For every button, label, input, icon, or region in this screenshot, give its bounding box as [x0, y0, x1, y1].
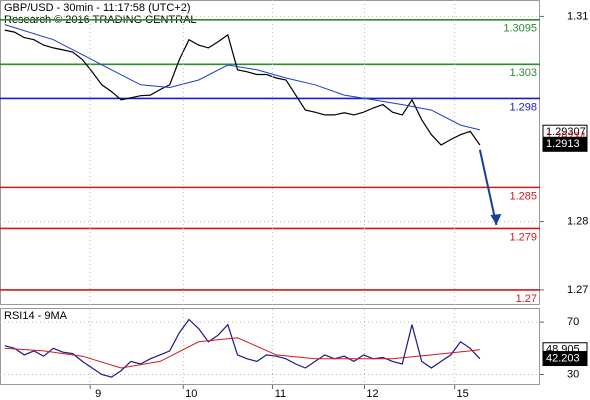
x-tick-label: 15: [457, 388, 469, 400]
price-label: 42.203: [546, 352, 580, 364]
y-tick-label: 30: [567, 368, 579, 380]
y-tick-label: 1.27: [567, 284, 588, 296]
price-label: 1.29307: [546, 126, 586, 138]
main-panel: [0, 0, 540, 305]
rsi-title: RSI14 - 9MA: [4, 310, 68, 322]
arrow-head: [490, 213, 502, 225]
x-tick-label: 11: [275, 388, 286, 400]
series-line: [4, 24, 481, 131]
price-label-box: [542, 136, 588, 152]
x-tick-label: 10: [185, 388, 197, 400]
level-label: 1.27: [516, 293, 537, 305]
y-tick-label: 70: [567, 316, 579, 328]
x-tick-label: 9: [95, 388, 101, 400]
series-line: [4, 29, 481, 146]
series-line: [4, 318, 481, 378]
y-tick-label: 1.28: [567, 215, 588, 227]
forecast-arrow: [478, 149, 498, 226]
level-label: 1.3095: [503, 23, 537, 35]
level-label: 1.298: [509, 101, 537, 113]
price-label-box: [542, 351, 588, 367]
chart-title: GBP/USD - 30min - 11:17:58 (UTC+2): [4, 2, 191, 14]
y-tick-label: 1.31: [567, 10, 588, 22]
level-label: 1.285: [509, 190, 537, 202]
series-line: [4, 337, 480, 369]
x-tick-label: 12: [366, 388, 378, 400]
price-label: 1.2913: [546, 138, 580, 150]
rsi-panel: [0, 308, 540, 385]
level-label: 1.279: [509, 231, 537, 243]
level-label: 1.303: [509, 67, 537, 79]
